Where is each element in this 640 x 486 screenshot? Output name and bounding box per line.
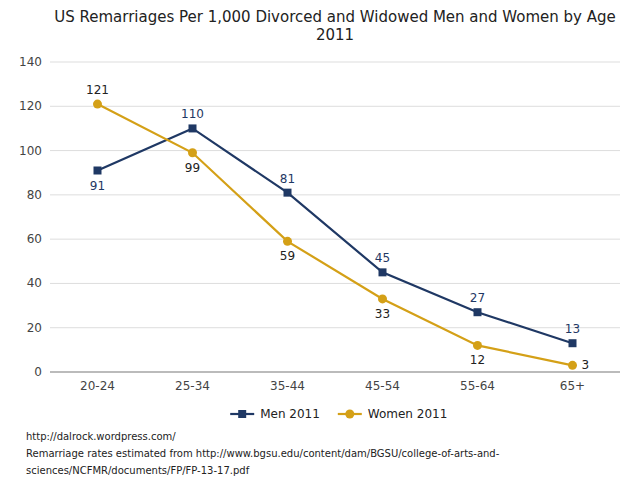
grid-line: [50, 239, 620, 240]
title: US Remarriages Per 1,000 Divorced and Wi…: [54, 8, 616, 44]
marker: [189, 124, 197, 132]
marker: [283, 237, 292, 246]
marker: [94, 167, 102, 175]
data-label: 91: [90, 179, 105, 193]
title-line: US Remarriages Per 1,000 Divorced and Wi…: [54, 8, 616, 26]
y-tick-label: 100: [19, 144, 42, 158]
footnote: sciences/NCFMR/documents/FP/FP-13-17.pdf: [26, 465, 250, 476]
y-tick-label: 60: [27, 232, 42, 246]
x-tick-label: 45-54: [365, 379, 400, 393]
data-label: 27: [470, 291, 485, 305]
chart: US Remarriages Per 1,000 Divorced and Wi…: [0, 0, 640, 486]
y-tick-label: 0: [34, 365, 42, 379]
marker: [379, 268, 387, 276]
legend-marker: [238, 410, 246, 418]
x-tick-label: 20-24: [80, 379, 115, 393]
x-tick-label: 65+: [560, 379, 585, 393]
data-label: 45: [375, 251, 390, 265]
plot-area: [93, 100, 577, 370]
grid-line: [50, 194, 620, 195]
y-tick-label: 120: [19, 99, 42, 113]
marker: [569, 339, 577, 347]
grid-line: [50, 62, 620, 63]
data-label: 110: [181, 107, 204, 121]
series-line: [98, 128, 573, 343]
grid-line: [50, 283, 620, 284]
x-tick-label: 35-44: [270, 379, 305, 393]
data-label: 13: [565, 322, 580, 336]
series-line: [98, 104, 573, 365]
grid-line: [50, 372, 620, 373]
y-tick-label: 40: [27, 276, 42, 290]
legend: Men 2011 Women 2011: [230, 407, 447, 421]
marker: [568, 361, 577, 370]
legend-marker: [345, 410, 354, 419]
y-tick-label: 20: [27, 321, 42, 335]
marker: [284, 189, 292, 197]
y-tick-label: 80: [27, 188, 42, 202]
marker: [378, 294, 387, 303]
grid-line: [50, 150, 620, 151]
marker: [188, 148, 197, 157]
data-label: 33: [375, 307, 390, 321]
data-label: 99: [185, 161, 200, 175]
footnote: Remarriage rates estimated from http://w…: [26, 448, 500, 459]
data-label: 81: [280, 172, 295, 186]
footnote: http://dalrock.wordpress.com/: [26, 431, 176, 442]
data-label: 59: [280, 249, 295, 263]
data-label: 12: [470, 353, 485, 367]
x-tick-label: 25-34: [175, 379, 210, 393]
y-tick-label: 140: [19, 55, 42, 69]
marker: [93, 100, 102, 109]
data-label: 3: [582, 358, 590, 372]
marker: [474, 308, 482, 316]
marker: [473, 341, 482, 350]
grid-line: [50, 327, 620, 328]
data-label: 121: [86, 83, 109, 97]
x-axis: [50, 372, 620, 373]
legend-label: Women 2011: [368, 407, 448, 421]
x-tick-label: 55-64: [460, 379, 495, 393]
title-line: 2011: [316, 26, 354, 44]
data-labels: 91 110 81 45 27 13 121 99 59 33 12 3: [86, 83, 589, 372]
grid-line: [50, 106, 620, 107]
legend-label: Men 2011: [260, 407, 320, 421]
